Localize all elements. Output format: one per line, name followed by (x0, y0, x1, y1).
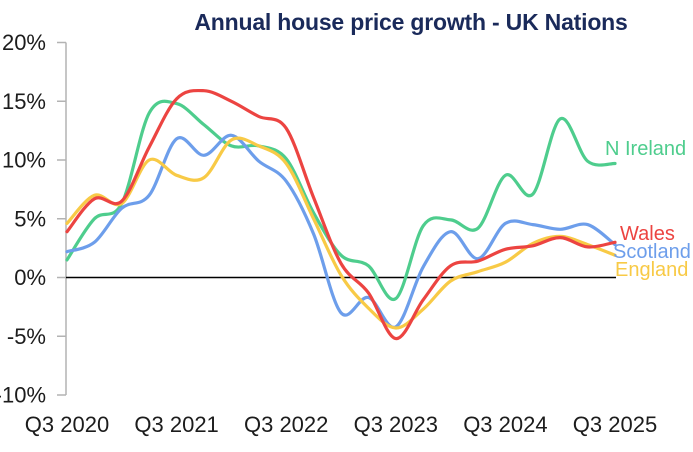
series-label-scotland: Scotland (613, 241, 691, 263)
y-tick-label: 20% (2, 30, 46, 55)
x-tick-label: Q3 2025 (573, 412, 657, 437)
series-line-scotland (65, 133, 617, 329)
y-tick-label: 0% (14, 265, 46, 290)
y-tick-label: 10% (2, 148, 46, 173)
y-tick-label: 15% (2, 89, 46, 114)
x-tick-label: Q3 2024 (463, 412, 547, 437)
chart-title: Annual house price growth - UK Nations (194, 9, 628, 35)
series-label-wales: Wales (620, 223, 675, 245)
series-label-n-ireland: N Ireland (605, 138, 686, 160)
y-tick-label: -5% (7, 324, 46, 349)
y-tick-label: 5% (14, 206, 46, 231)
x-tick-label: Q3 2022 (244, 412, 328, 437)
x-tick-label: Q3 2020 (25, 412, 109, 437)
y-tick-label: -10% (0, 383, 46, 408)
x-tick-label: Q3 2023 (354, 412, 438, 437)
series-lines-group (65, 88, 617, 341)
series-label-england: England (615, 259, 688, 281)
series-line-england (65, 136, 617, 330)
series-line-n-ireland (65, 99, 617, 302)
x-tick-label: Q3 2021 (134, 412, 218, 437)
series-line-wales (65, 88, 617, 341)
axes-group: 20% 15% 10% 5% 0% -5% -10% Q3 2020 Q3 2021 Q3 202… (0, 30, 657, 437)
